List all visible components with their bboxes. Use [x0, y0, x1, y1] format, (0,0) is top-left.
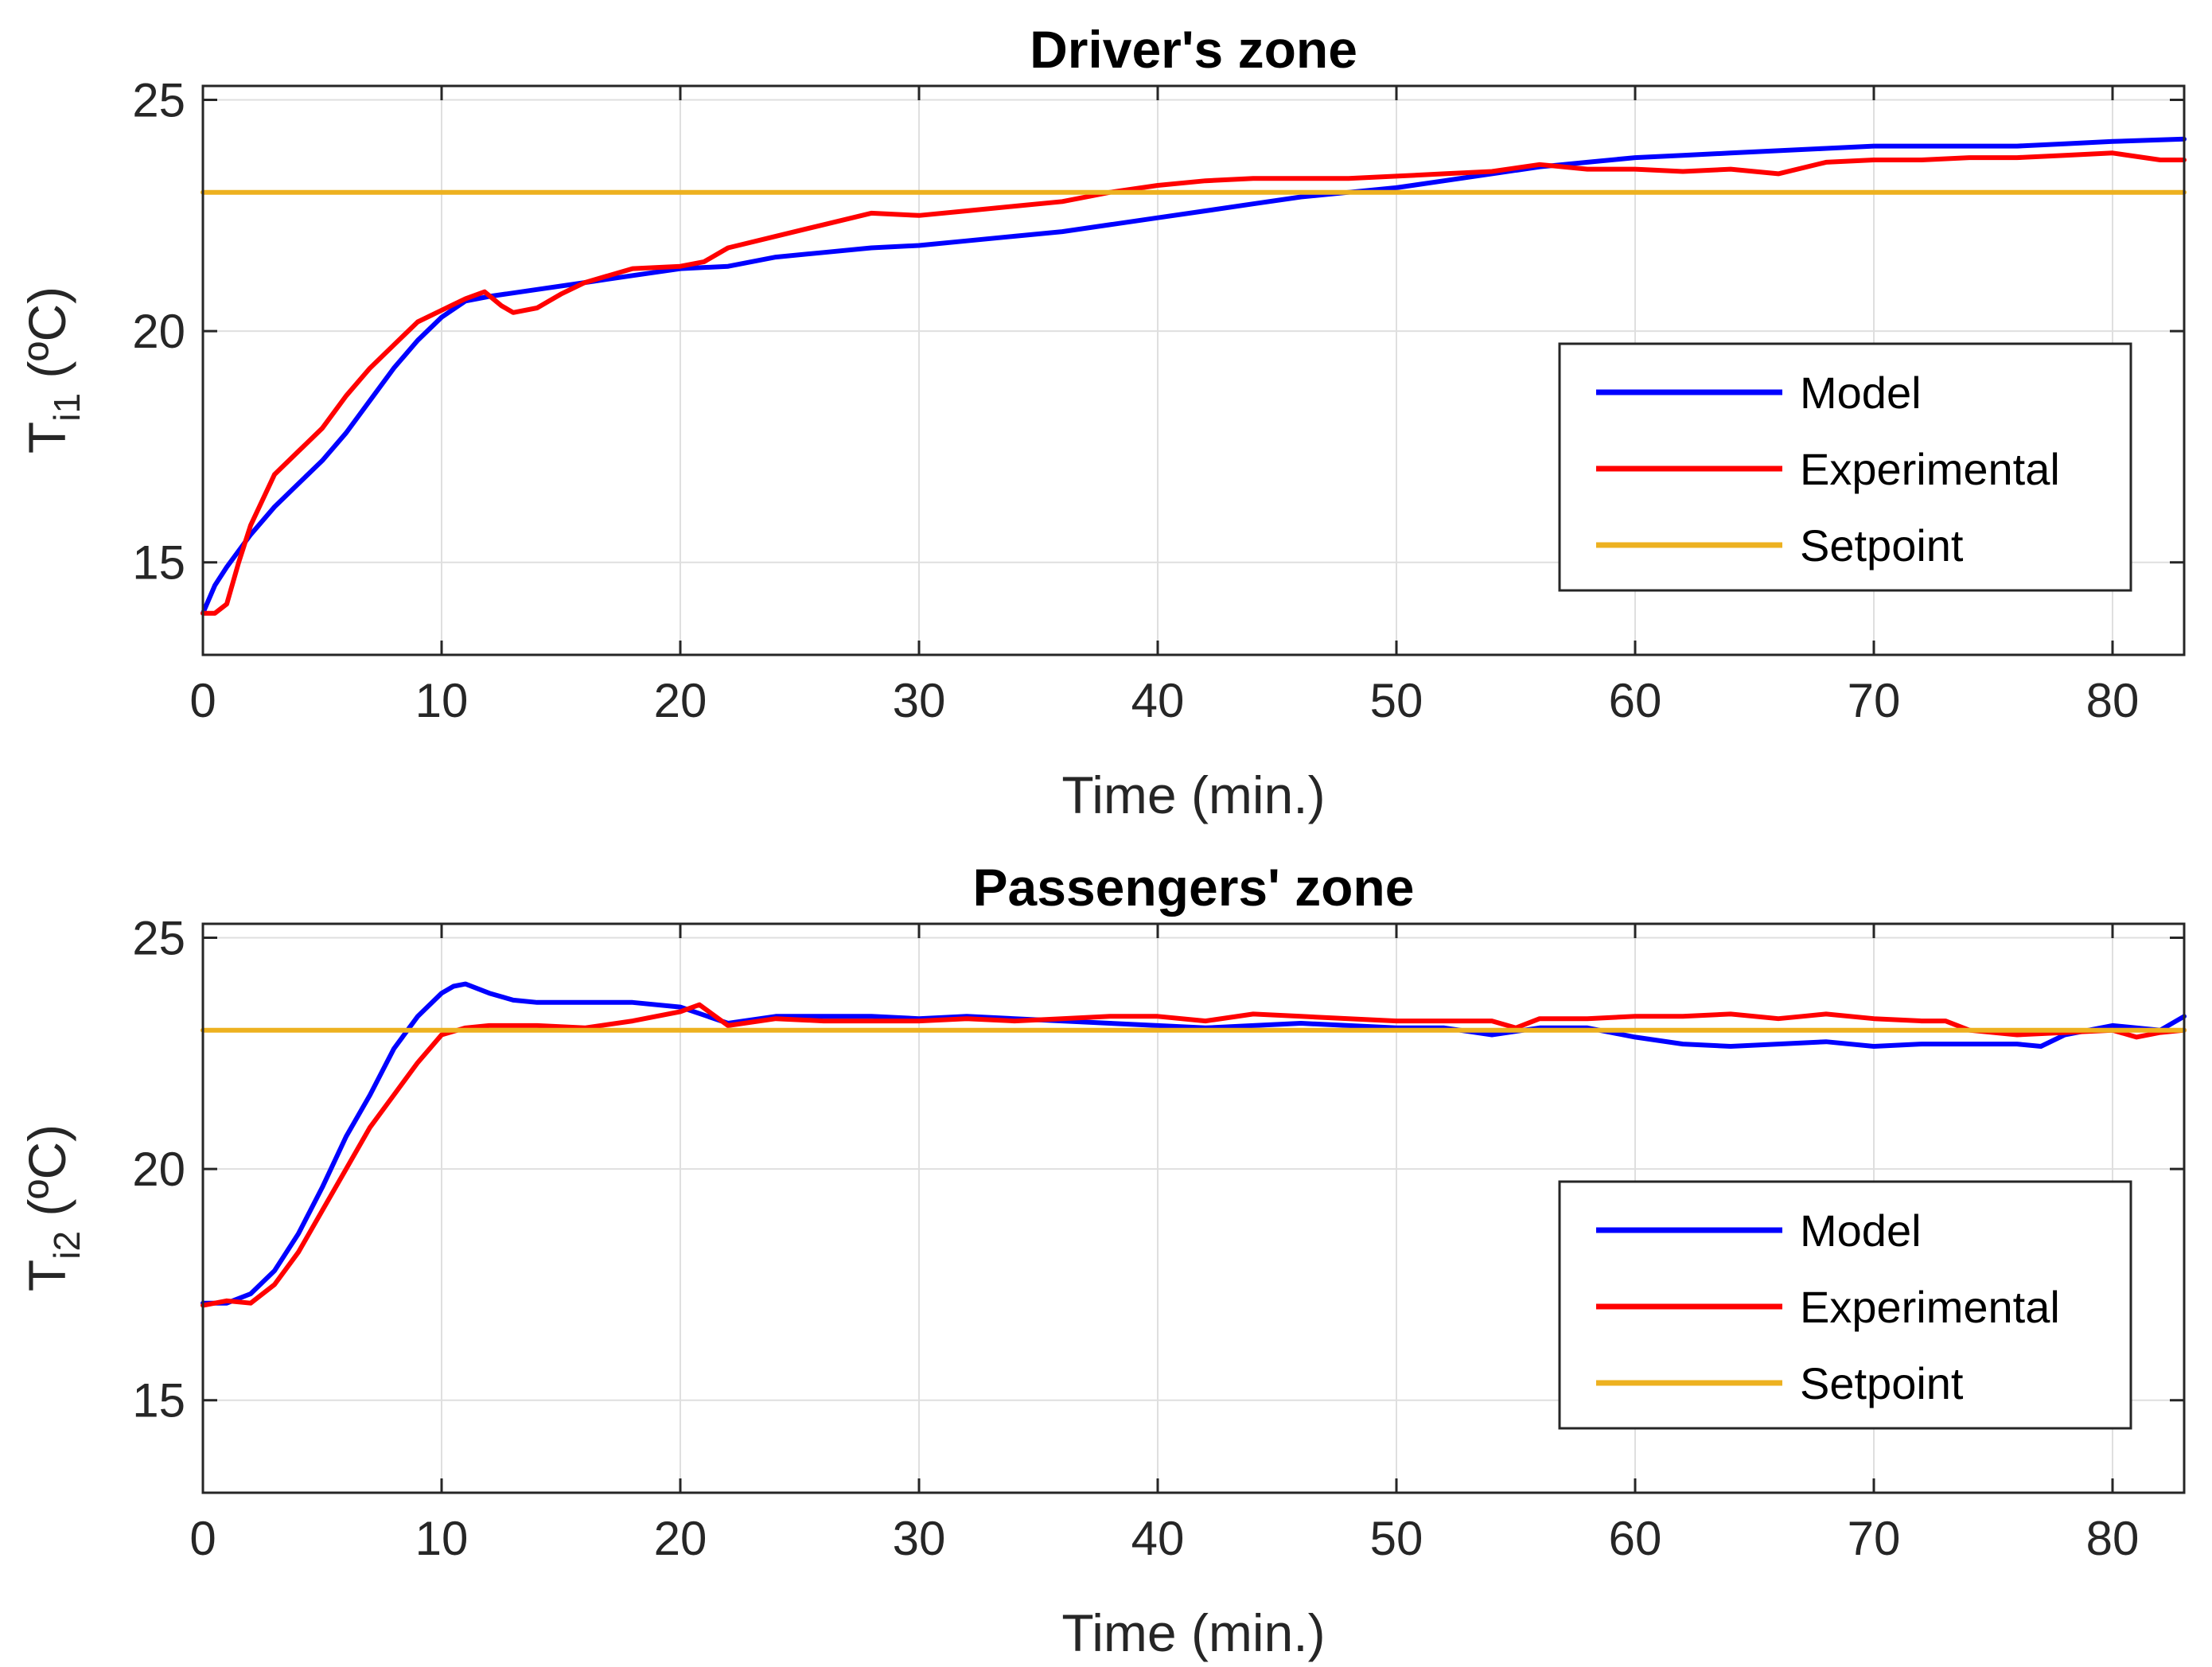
y-axis-label: Ti1 (ºC) [18, 286, 88, 454]
y-axis-label-unit: (ºC) [18, 286, 76, 393]
y-axis-label-sub: i1 [46, 393, 88, 422]
y-tick-label: 20 [132, 1143, 185, 1196]
x-tick-label: 80 [2086, 1512, 2140, 1565]
x-axis-label: Time (min.) [1061, 1603, 1325, 1662]
legend-setpoint-label: Setpoint [1800, 520, 1964, 571]
legend-model-label: Model [1800, 368, 1922, 418]
y-tick-label: 25 [132, 73, 185, 127]
x-tick-label: 0 [189, 674, 216, 727]
x-tick-label: 70 [1848, 1512, 1901, 1565]
legend: Model Experimental Setpoint [1558, 342, 2132, 592]
y-axis-label: Ti2 (ºC) [18, 1124, 88, 1291]
series-line-experimental [201, 150, 2187, 616]
x-tick-label: 70 [1848, 674, 1901, 727]
y-axis-label-main: T [18, 1260, 76, 1291]
y-tick-label: 20 [132, 305, 185, 358]
plot-area-frame [201, 922, 2186, 1494]
chart-passengers-zone: Passengers' zone 0 10 20 30 40 50 60 70 80 15 20 25… [18, 858, 2187, 1662]
x-tick-label: 30 [893, 1512, 946, 1565]
legend-model-label: Model [1800, 1205, 1922, 1256]
y-axis-label-main: T [18, 422, 76, 454]
y-tick-label: 15 [132, 536, 185, 590]
x-tick-label: 50 [1370, 1512, 1423, 1565]
x-tick-label: 30 [893, 674, 946, 727]
y-axis-label-sub: i2 [46, 1231, 88, 1260]
x-tick-label: 80 [2086, 674, 2140, 727]
x-tick-label: 10 [415, 674, 469, 727]
x-tick-label: 10 [415, 1512, 469, 1565]
legend-experimental-label: Experimental [1800, 444, 2060, 494]
chart-title: Driver's zone [1030, 20, 1357, 79]
legend: Model Experimental Setpoint [1558, 1180, 2132, 1430]
x-tick-label: 60 [1609, 1512, 1662, 1565]
plot-area-frame [201, 84, 2186, 656]
x-tick-label: 20 [654, 1512, 707, 1565]
x-tick-label: 60 [1609, 674, 1662, 727]
x-axis-label: Time (min.) [1061, 765, 1325, 824]
y-axis-label-unit: (ºC) [18, 1124, 76, 1231]
x-tick-label: 40 [1131, 1512, 1185, 1565]
x-tick-label: 20 [654, 674, 707, 727]
x-tick-label: 40 [1131, 674, 1185, 727]
x-tick-label: 0 [189, 1512, 216, 1565]
legend-setpoint-label: Setpoint [1800, 1358, 1964, 1408]
chart-title: Passengers' zone [973, 858, 1415, 917]
y-tick-label: 15 [132, 1374, 185, 1427]
x-tick-label: 50 [1370, 674, 1423, 727]
chart-driver-zone: Driver's zone 0 10 20 30 40 50 60 70 80 15 20 25 Ti… [18, 20, 2187, 824]
series-line-experimental [201, 1002, 2187, 1308]
y-tick-label: 25 [132, 911, 185, 964]
legend-experimental-label: Experimental [1800, 1282, 2060, 1332]
series-line-model [201, 136, 2187, 616]
